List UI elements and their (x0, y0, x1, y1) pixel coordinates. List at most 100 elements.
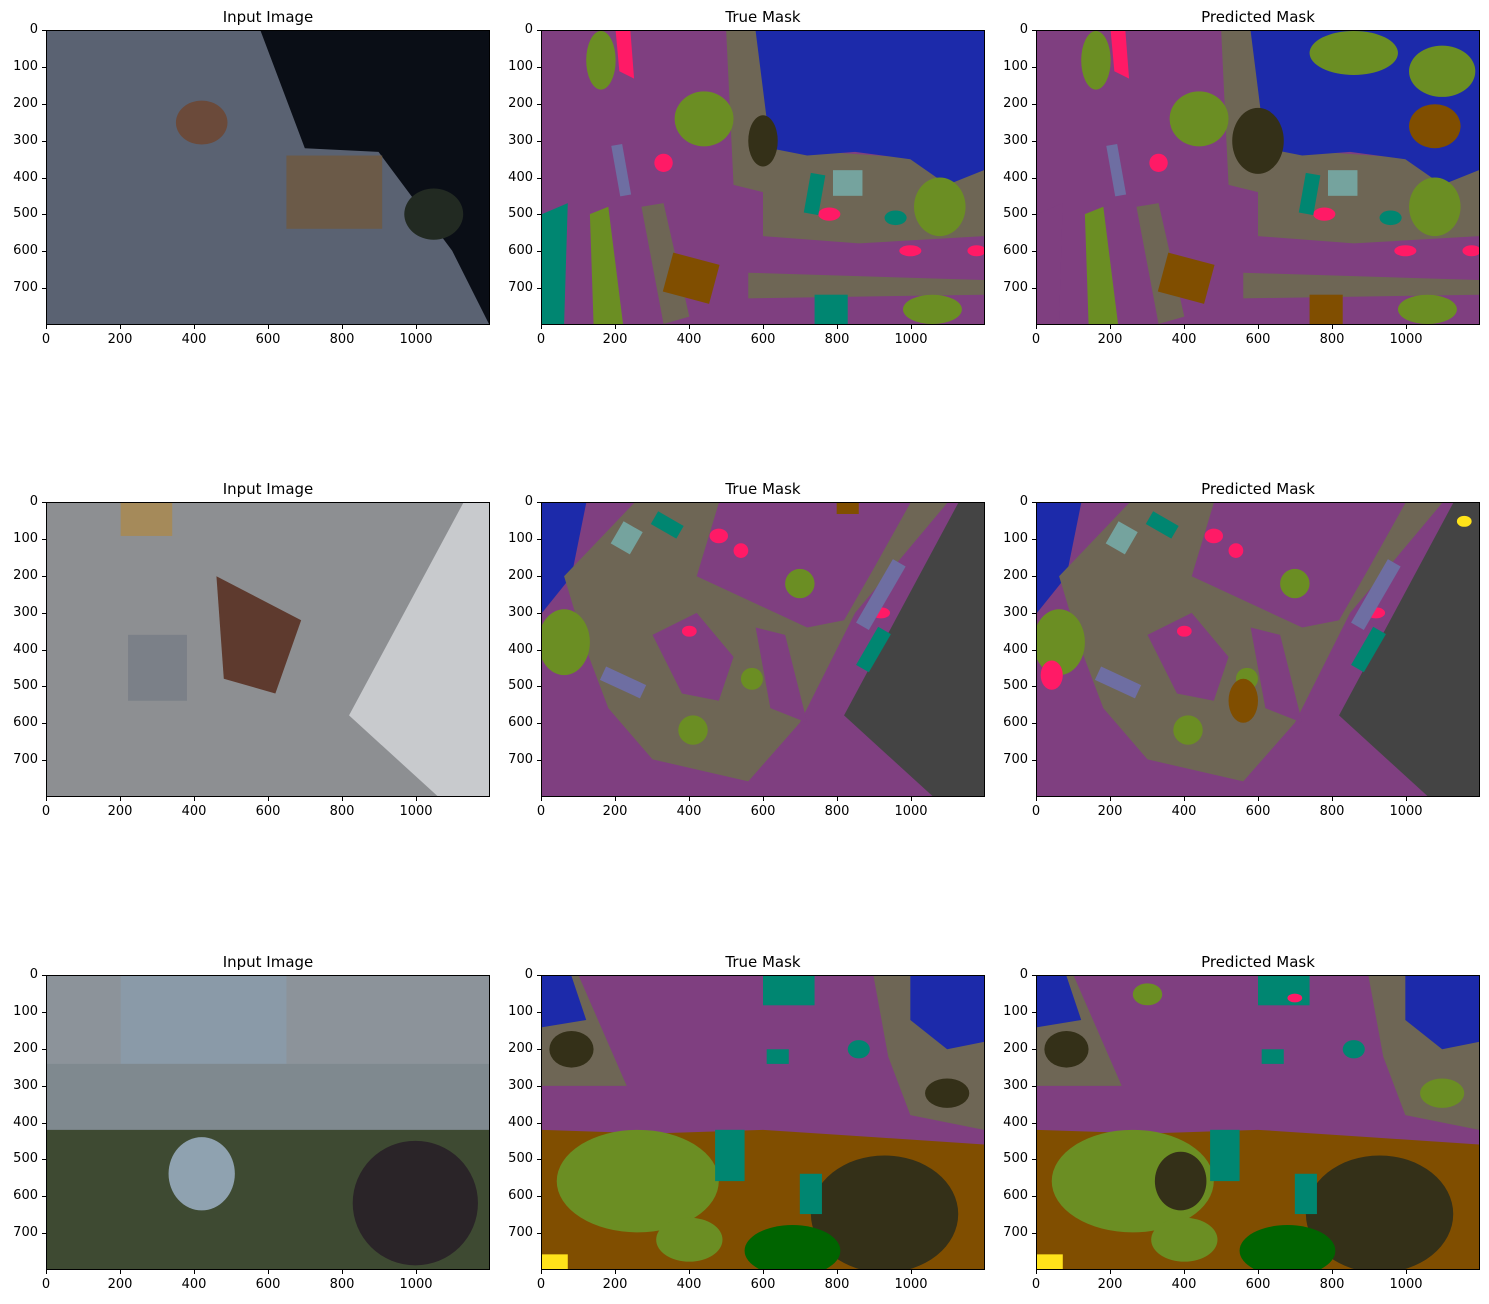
y-tick-label: 600 (508, 715, 533, 731)
x-tick-label: 1000 (399, 1277, 433, 1292)
paved-area (755, 627, 808, 723)
y-tick-mark (1032, 538, 1036, 540)
y-tick-mark (537, 975, 541, 976)
dark-green (1239, 1225, 1336, 1269)
y-tick-label: 700 (508, 752, 533, 768)
vegetation (1280, 568, 1310, 599)
road (47, 1063, 489, 1134)
x-tick-label: 1000 (399, 332, 433, 347)
y-tick-label: 700 (1003, 752, 1028, 768)
y-tick-mark (1032, 66, 1036, 68)
fence (1351, 559, 1401, 630)
x-tick-label: 600 (750, 1277, 776, 1292)
x-tick-label: 800 (329, 1277, 355, 1292)
x-tick-mark (1332, 1270, 1333, 1274)
x-tick-mark (120, 325, 121, 329)
building (844, 503, 984, 796)
x-tick-mark (1258, 797, 1259, 801)
x-tick-mark (268, 797, 269, 801)
panel-title: Input Image (222, 953, 314, 971)
tree (748, 115, 778, 167)
y-tick-mark (42, 30, 46, 31)
input-image (46, 975, 490, 1270)
x-tick-mark (615, 1270, 616, 1274)
x-tick-label: 0 (41, 1277, 51, 1292)
y-tick-label: 600 (1003, 715, 1028, 731)
x-tick-mark (1110, 797, 1111, 801)
gravel (1409, 104, 1461, 149)
vegetation (556, 1129, 719, 1233)
y-tick-mark (1032, 288, 1036, 290)
y-tick-label: 400 (13, 169, 38, 185)
y-tick-mark (537, 103, 541, 105)
y-tick-label: 400 (1003, 1114, 1028, 1130)
y-tick-mark (1032, 1048, 1036, 1050)
x-tick-mark (837, 325, 838, 329)
obstacle (1342, 1040, 1365, 1059)
y-tick-mark (537, 288, 541, 290)
person (1040, 660, 1063, 690)
dirt-strip (1243, 272, 1479, 299)
tree (1305, 1155, 1454, 1269)
obstacle (799, 1173, 822, 1215)
vegetation (785, 568, 815, 599)
x-tick-label: 200 (1097, 1277, 1123, 1292)
y-tick-mark (42, 177, 46, 179)
vegetation (586, 31, 616, 90)
obstacle (715, 1129, 745, 1182)
y-tick-mark (537, 1048, 541, 1050)
obstacle (1261, 1049, 1284, 1064)
x-tick-mark (911, 1270, 912, 1274)
roof (1105, 521, 1138, 555)
y-tick-label: 600 (508, 1188, 533, 1204)
y-tick-label: 600 (13, 1188, 38, 1204)
x-tick-label: 1000 (894, 1277, 928, 1292)
predicted-mask (1036, 30, 1480, 325)
y-tick-mark (537, 760, 541, 762)
x-tick-mark (1184, 1270, 1185, 1274)
y-tick-label: 200 (1003, 95, 1028, 111)
predicted-mask (1036, 502, 1480, 797)
y-tick-mark (537, 686, 541, 688)
y-tick-mark (42, 538, 46, 540)
y-tick-label: 700 (13, 280, 38, 296)
water (1405, 976, 1479, 1050)
tree (549, 1030, 594, 1068)
y-tick-mark (1032, 1122, 1036, 1124)
obstacle (1145, 511, 1179, 539)
x-tick-mark (541, 325, 542, 329)
y-tick-mark (42, 251, 46, 253)
x-tick-mark (689, 1270, 690, 1274)
y-tick-label: 0 (524, 22, 533, 37)
input-image (46, 502, 490, 797)
y-tick-label: 300 (1003, 132, 1028, 148)
input-image (46, 30, 490, 325)
y-tick-mark (1032, 251, 1036, 253)
x-tick-mark (763, 1270, 764, 1274)
y-tick-mark (537, 649, 541, 651)
patio (128, 634, 187, 701)
x-tick-label: 0 (536, 1277, 546, 1292)
obstacle (847, 1040, 870, 1059)
panel-title: True Mask (725, 8, 801, 26)
y-tick-mark (42, 1159, 46, 1161)
paved-area (1250, 627, 1303, 723)
y-tick-label: 400 (13, 1114, 38, 1130)
person (899, 245, 922, 257)
y-tick-mark (537, 612, 541, 614)
x-tick-label: 200 (602, 332, 628, 347)
pond (260, 31, 489, 324)
y-tick-label: 300 (13, 604, 38, 620)
x-tick-mark (1258, 1270, 1259, 1274)
y-tick-mark (1032, 723, 1036, 725)
x-tick-label: 600 (255, 804, 281, 819)
y-tick-label: 400 (13, 641, 38, 657)
vegetation (656, 1217, 723, 1262)
y-tick-label: 500 (1003, 678, 1028, 694)
x-tick-mark (46, 1270, 47, 1274)
y-tick-mark (1032, 649, 1036, 651)
y-tick-mark (537, 1233, 541, 1235)
vegetation (589, 206, 624, 324)
gravel (662, 252, 720, 304)
x-tick-mark (1110, 1270, 1111, 1274)
